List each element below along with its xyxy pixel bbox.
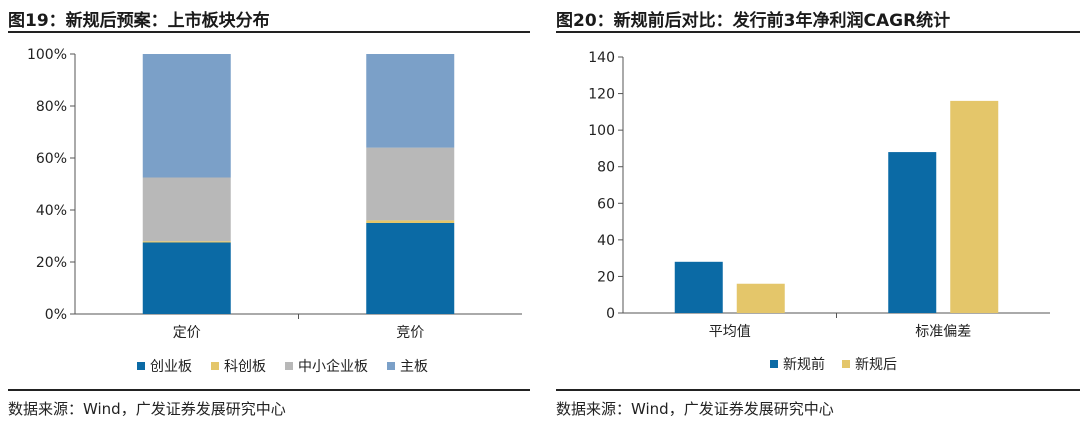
legend-label: 新规后 — [855, 357, 897, 373]
x-tick-label: 竞价 — [396, 324, 424, 341]
y-tick-label: 40 — [597, 233, 615, 249]
y-tick-label: 60% — [36, 151, 67, 167]
bar-segment — [142, 54, 231, 178]
legend-label: 科创板 — [224, 359, 266, 375]
legend-label: 新规前 — [783, 356, 825, 373]
x-tick-label: 定价 — [173, 325, 201, 341]
bar-segment — [366, 147, 455, 221]
legend-swatch — [387, 362, 395, 370]
y-tick-label: 140 — [588, 50, 615, 66]
right-bottom-rule — [556, 389, 1080, 391]
left-top-rule — [8, 31, 530, 33]
y-tick-label: 0 — [606, 306, 615, 322]
y-tick-label: 60 — [597, 196, 615, 212]
bar-segment — [366, 54, 455, 148]
legend-swatch — [137, 362, 145, 370]
legend-swatch — [842, 360, 850, 368]
x-tick-label: 标准偏差 — [915, 324, 971, 340]
bar-segment — [142, 242, 231, 314]
left-chart-title: 图19：新规后预案：上市板块分布 — [8, 11, 270, 31]
x-tick-label: 平均值 — [709, 324, 751, 340]
y-tick-label: 20 — [597, 269, 615, 285]
right-chart-panel: 图20：新规前后对比：发行前3年净利润CAGR统计 0 20 40 60 80 100 12… — [548, 0, 1080, 425]
y-tick-label: 0% — [45, 307, 67, 323]
legend-label: 中小企业板 — [298, 358, 368, 375]
right-chart-title: 图20：新规前后对比：发行前3年净利润CAGR统计 — [556, 11, 951, 31]
right-source-note: 数据来源：Wind，广发证券发展研究中心 — [556, 400, 834, 418]
left-chart-panel: 图19：新规后预案：上市板块分布 0% 20% 40% 60% 80% 100% 定价 竞价创… — [0, 0, 530, 425]
legend-swatch — [285, 362, 293, 370]
legend-swatch — [211, 362, 219, 370]
bar — [888, 152, 937, 313]
legend-swatch — [770, 360, 778, 368]
bar — [736, 283, 785, 313]
y-tick-label: 100% — [27, 47, 67, 63]
y-tick-label: 80 — [597, 160, 615, 176]
left-bottom-rule — [8, 389, 530, 391]
y-tick-label: 100 — [588, 123, 615, 139]
bar — [950, 100, 999, 313]
right-top-rule — [556, 31, 1080, 33]
left-source-note: 数据来源：Wind，广发证券发展研究中心 — [8, 400, 286, 418]
bar-segment — [142, 241, 231, 243]
bar-segment — [366, 223, 455, 314]
y-tick-label: 40% — [36, 203, 67, 219]
bar-segment — [142, 177, 231, 242]
legend-label: 创业板 — [150, 359, 192, 375]
bar-segment — [366, 220, 455, 223]
y-tick-label: 120 — [588, 87, 615, 103]
y-tick-label: 20% — [36, 255, 67, 271]
legend-label: 主板 — [400, 359, 428, 375]
y-tick-label: 80% — [36, 99, 67, 115]
bar — [674, 261, 723, 313]
